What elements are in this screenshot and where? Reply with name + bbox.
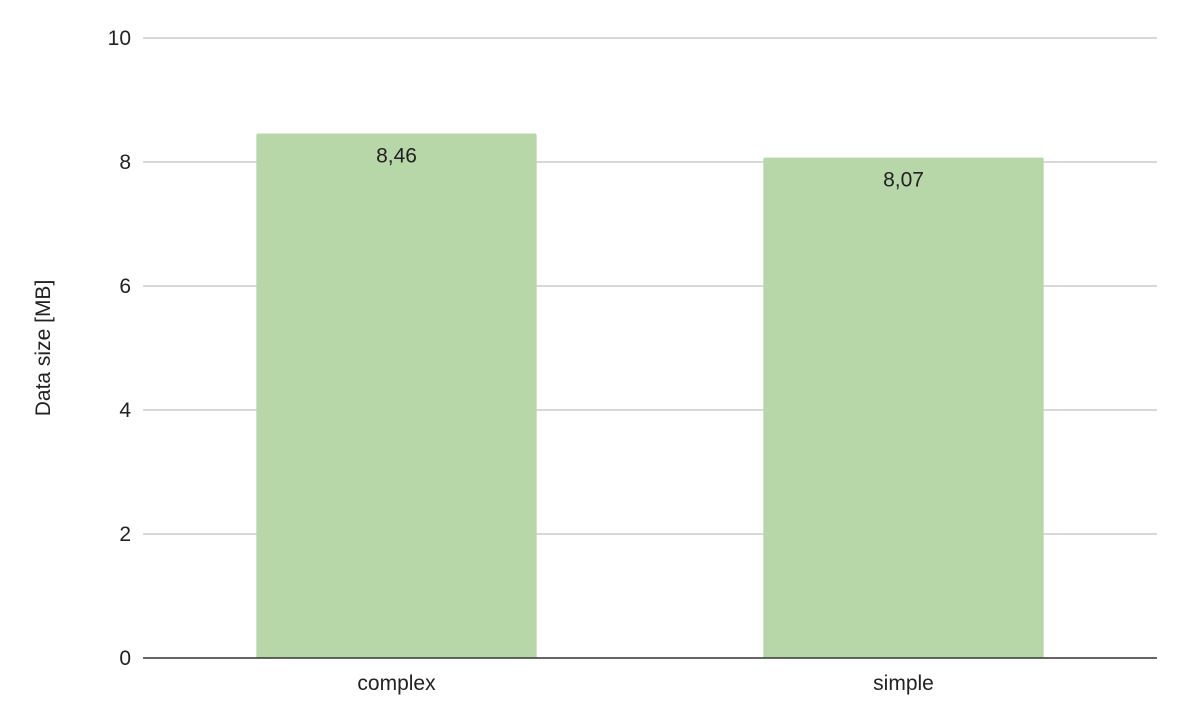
y-tick-label: 8 <box>119 151 131 174</box>
y-axis-title: Data size [MB] <box>32 280 55 417</box>
y-tick-label: 0 <box>119 647 131 670</box>
y-tick-label: 4 <box>119 399 131 422</box>
data-label-complex: 8,46 <box>376 144 417 167</box>
bar-complex <box>256 133 537 659</box>
data-label-simple: 8,07 <box>883 169 924 192</box>
y-tick-label: 10 <box>108 27 131 50</box>
x-tick-label: complex <box>357 672 436 695</box>
y-axis-ticks: 0 2 4 6 8 10 <box>108 27 132 670</box>
x-tick-label: simple <box>873 672 934 695</box>
bars <box>256 133 1044 659</box>
x-axis-ticks: complex simple <box>357 672 933 695</box>
data-labels: 8,46 8,07 <box>376 144 924 191</box>
y-tick-label: 6 <box>119 275 131 298</box>
bar-simple <box>763 157 1044 658</box>
y-tick-label: 2 <box>119 523 131 546</box>
